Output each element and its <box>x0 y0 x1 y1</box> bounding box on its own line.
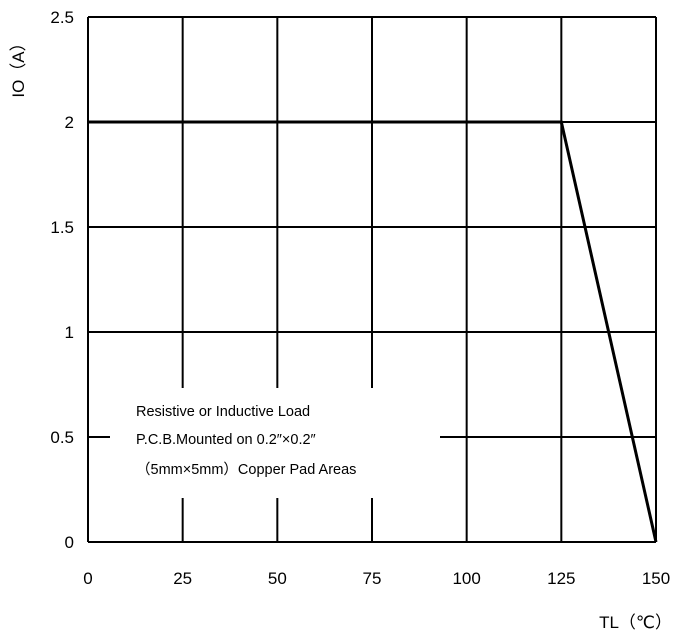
x-tick-label: 100 <box>452 569 480 588</box>
x-tick-label: 75 <box>363 569 382 588</box>
y-tick-label: 2 <box>65 113 74 132</box>
tick-labels: 0 25 50 75 100 125 150 0 0.5 1 1.5 2 2.5 <box>50 8 670 588</box>
y-tick-label: 0.5 <box>50 428 74 447</box>
annotation-line-1: Resistive or Inductive Load <box>136 404 310 420</box>
y-tick-label: 1 <box>65 323 74 342</box>
x-tick-label: 50 <box>268 569 287 588</box>
x-tick-label: 150 <box>642 569 670 588</box>
y-axis-title: IO（A） <box>9 34 28 97</box>
annotation-line-3: （5mm×5mm）Copper Pad Areas <box>136 461 356 478</box>
x-tick-label: 0 <box>83 569 92 588</box>
y-tick-label: 1.5 <box>50 218 74 237</box>
y-tick-label: 2.5 <box>50 8 74 27</box>
x-tick-label: 25 <box>173 569 192 588</box>
y-tick-label: 0 <box>65 533 74 552</box>
x-tick-label: 125 <box>547 569 575 588</box>
series-group <box>88 120 658 543</box>
x-axis-title: TL（℃） <box>599 613 672 632</box>
annotation-background <box>110 388 440 498</box>
annotation-group: Resistive or Inductive Load P.C.B.Mounte… <box>136 404 356 478</box>
annotation-line-2: P.C.B.Mounted on 0.2″×0.2″ <box>136 432 316 448</box>
series-line-0 <box>88 120 658 543</box>
